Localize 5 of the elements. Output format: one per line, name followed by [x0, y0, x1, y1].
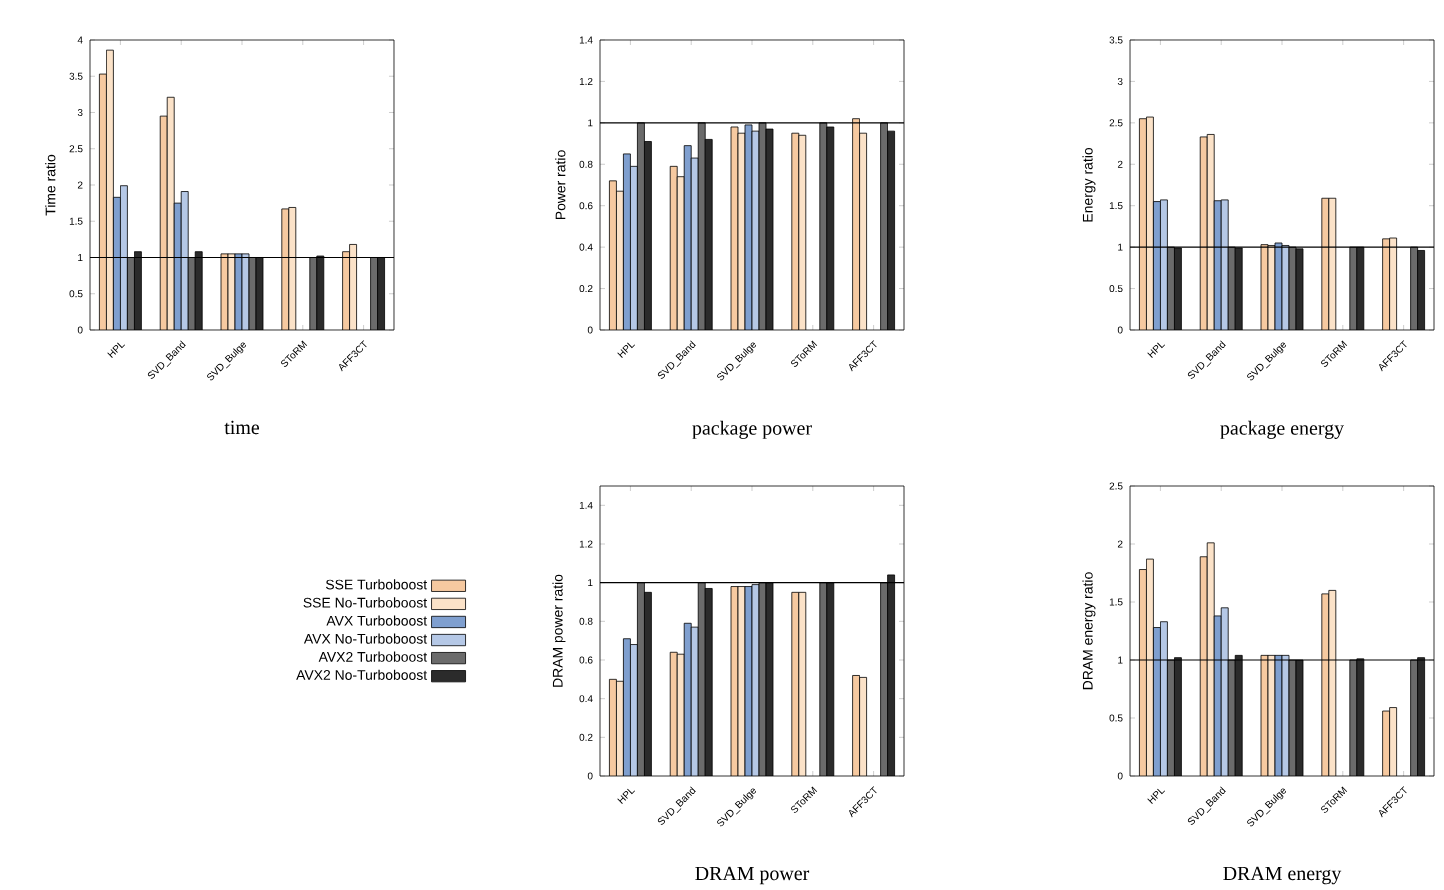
text: package energy: [1220, 420, 1345, 439]
text: time: [224, 420, 260, 435]
text: DRAM power: [695, 866, 810, 885]
text: DRAM energy: [1223, 866, 1342, 885]
text: package power: [692, 420, 812, 439]
